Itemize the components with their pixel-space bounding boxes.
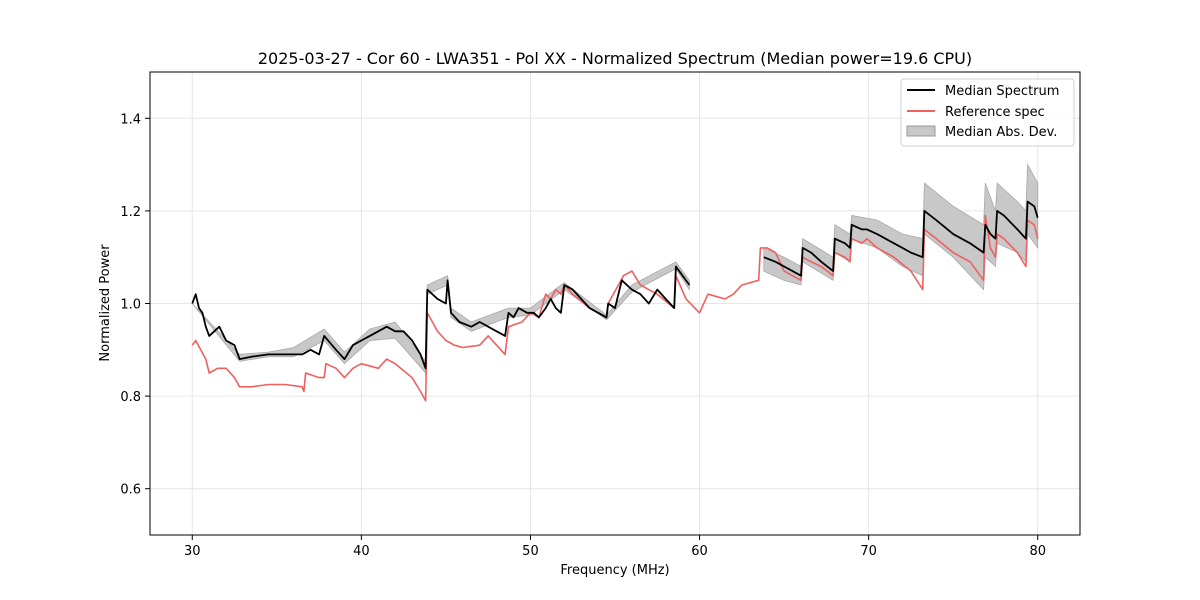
x-tick-label: 30: [184, 544, 201, 559]
y-tick-label: 0.6: [120, 483, 141, 498]
median-spectrum-line: [191, 265, 691, 370]
x-tick-label: 40: [353, 544, 370, 559]
legend-mad-swatch: [906, 125, 936, 137]
median-spectrum-line: [763, 200, 1039, 277]
legend-reference-label: Reference spec: [945, 105, 1045, 120]
legend-mad-label: Median Abs. Dev.: [945, 125, 1057, 140]
x-tick-label: 50: [522, 544, 539, 559]
y-tick-label: 1.4: [120, 112, 141, 127]
mad-band: [191, 163, 1039, 374]
series-lines: [191, 200, 1039, 402]
legend: Median Spectrum Reference spec Median Ab…: [900, 78, 1075, 147]
legend-median-label: Median Spectrum: [945, 84, 1059, 99]
x-axis-label: Frequency (MHz): [560, 563, 669, 578]
mad-band-segment: [191, 261, 690, 374]
y-axis-label: Normalized Power: [98, 244, 113, 362]
legend-box: [900, 78, 1075, 147]
y-tick-label: 1.2: [120, 205, 141, 220]
x-tick-label: 60: [691, 544, 708, 559]
y-tick-label: 0.8: [120, 390, 141, 405]
x-tick-label: 80: [1029, 544, 1046, 559]
x-tick-label: 70: [860, 544, 877, 559]
chart-title: 2025-03-27 - Cor 60 - LWA351 - Pol XX - …: [258, 49, 972, 68]
axis-ticks: 30 40 50 60 70 80 0.6 0.8 1.0 1.2 1.4: [120, 112, 1046, 559]
y-tick-label: 1.0: [120, 298, 141, 313]
